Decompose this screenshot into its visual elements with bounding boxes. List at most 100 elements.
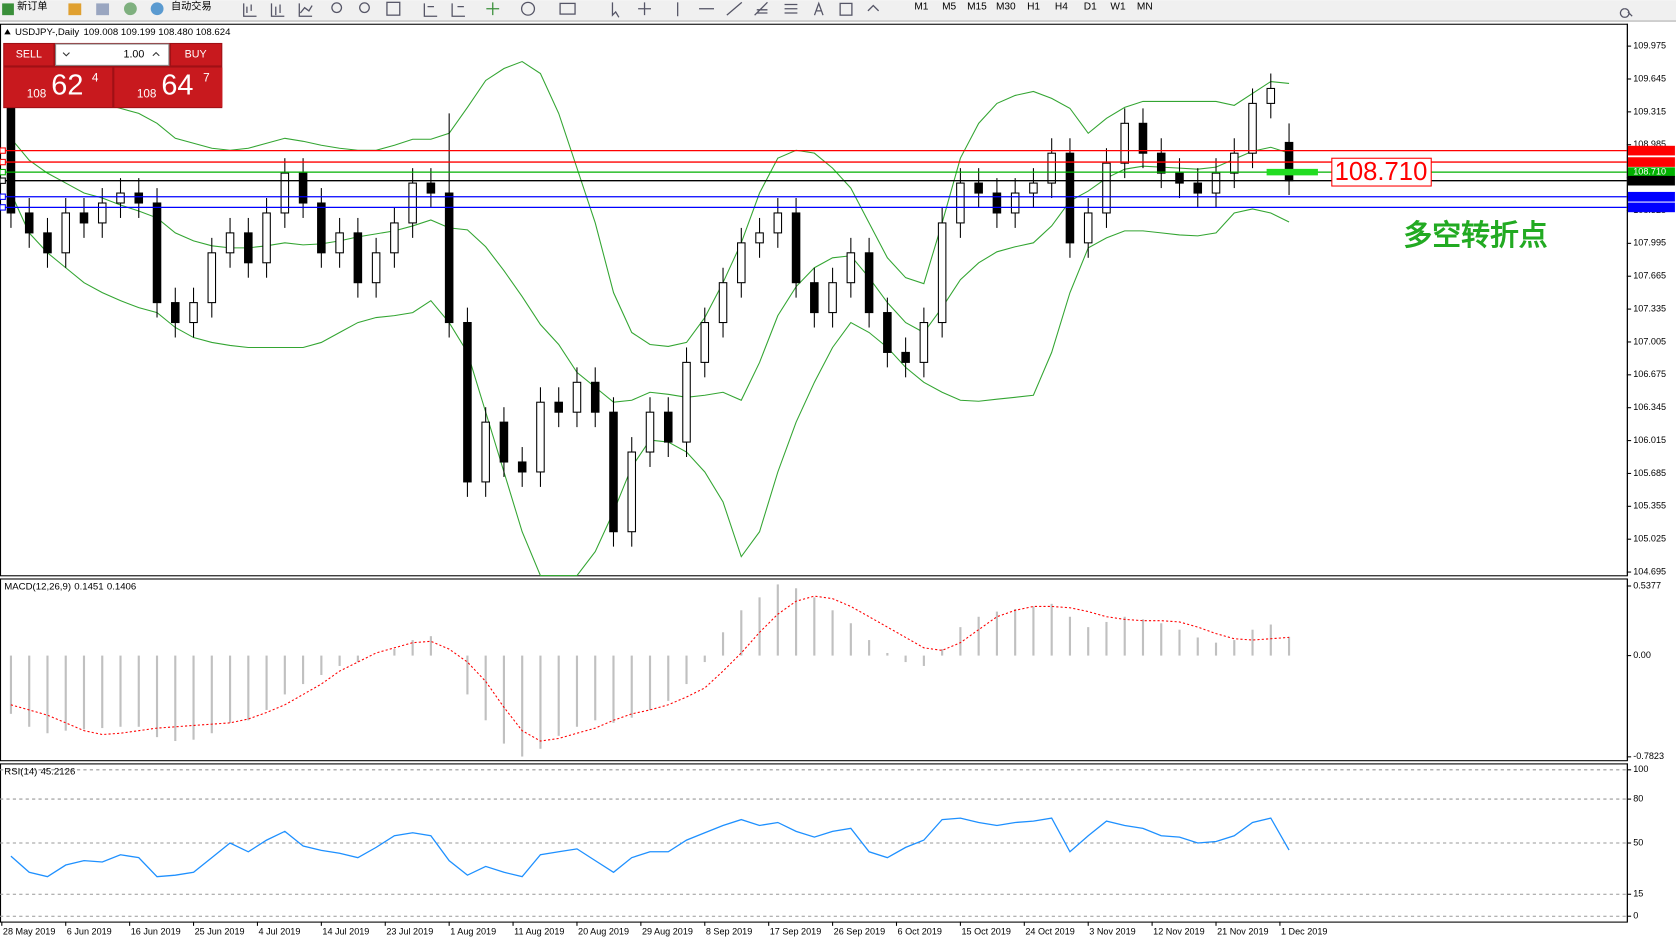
line-handle (0, 204, 6, 211)
candle-body (846, 252, 856, 284)
timeframe-button[interactable]: W1 (1110, 1, 1126, 12)
timeframe-button[interactable]: H4 (1055, 1, 1068, 12)
macd-bar (1251, 629, 1254, 656)
candle-body (317, 202, 326, 254)
timeframe-button[interactable]: M5 (942, 1, 956, 12)
lots-input[interactable] (55, 43, 170, 66)
buy-price-box[interactable] (114, 67, 223, 108)
candle-body (499, 421, 509, 463)
candle-body (1010, 192, 1020, 214)
fibo-icon[interactable] (784, 3, 798, 14)
candle-body (810, 282, 819, 314)
symbol-arrow (4, 29, 11, 35)
sell-pips[interactable]: 62 (51, 69, 83, 101)
x-tick-label: 29 Aug 2019 (642, 927, 693, 937)
trendline-icon[interactable] (726, 1, 743, 16)
timeframe-button[interactable]: M15 (967, 1, 987, 12)
lots-value[interactable]: 1.00 (124, 49, 145, 61)
channel-icon[interactable] (754, 1, 768, 16)
candle-body (718, 282, 728, 324)
crosshair-icon[interactable] (638, 2, 651, 16)
price-label-box (1627, 191, 1675, 202)
candle-body (43, 232, 52, 254)
search-icon[interactable] (1619, 8, 1633, 18)
macd-bar (320, 655, 323, 676)
timeframe-button[interactable]: M1 (914, 1, 928, 12)
candle-body (262, 212, 271, 264)
candle-body (61, 212, 71, 254)
candle-body (682, 361, 691, 443)
text-icon[interactable] (813, 1, 824, 16)
candle-body (700, 322, 710, 363)
toolbar-icon[interactable] (123, 2, 137, 16)
macd-bar (1214, 642, 1218, 656)
x-tick-label: 26 Sep 2019 (834, 927, 886, 937)
cursor-icon[interactable] (611, 2, 620, 18)
autoscroll-icon[interactable] (423, 3, 438, 17)
macd-bar (612, 655, 615, 723)
candle-body (371, 252, 381, 284)
new-order-button[interactable]: 新订单 (17, 0, 47, 12)
new-order-icon[interactable] (2, 3, 14, 16)
candle-body (24, 212, 34, 234)
lots-spinner[interactable] (62, 51, 160, 57)
sell-fraction[interactable]: 4 (92, 71, 99, 84)
sell-button[interactable] (4, 44, 54, 66)
auto-trading-icon[interactable] (150, 2, 164, 16)
macd-bar (82, 655, 86, 730)
y-tick-label: 108.985 (1633, 139, 1666, 149)
candle-body (517, 461, 527, 473)
buy-fraction[interactable]: 7 (203, 71, 210, 84)
sell-price-box[interactable] (4, 67, 113, 108)
sell-big-figure[interactable]: 108 (27, 87, 47, 100)
candle-body (1193, 182, 1203, 194)
candle-body (298, 172, 308, 204)
annotation: 多空转折点 (1403, 219, 1547, 252)
candle-body (590, 381, 600, 413)
macd-bar (1123, 616, 1126, 656)
arrows-icon[interactable] (867, 4, 880, 12)
candle-body (554, 401, 563, 413)
indicator-value: 0.1451 (74, 582, 103, 593)
x-tick-label: 1 Aug 2019 (450, 927, 496, 937)
candle-body (864, 252, 874, 314)
periods-icon[interactable] (520, 1, 536, 16)
zoom-out-icon[interactable] (359, 2, 370, 14)
candles-icon[interactable] (270, 3, 285, 17)
indicator-value: 45.2126 (41, 766, 76, 777)
templates-icon[interactable] (559, 2, 576, 15)
sell-label[interactable]: SELL (16, 49, 42, 61)
line-handle (0, 158, 6, 166)
line-chart-icon[interactable] (298, 3, 313, 17)
timeframe-button[interactable]: H1 (1027, 1, 1040, 12)
label-icon[interactable] (839, 2, 853, 16)
timeframe-button[interactable]: D1 (1084, 1, 1097, 12)
zoom-in-icon[interactable] (331, 2, 343, 14)
x-tick-label: 6 Oct 2019 (898, 927, 942, 937)
buy-button[interactable] (171, 44, 222, 66)
chart-symbol: USDJPY-,Daily (15, 27, 79, 38)
macd-bar (393, 649, 396, 656)
candle-body (152, 202, 162, 304)
timeframe-button[interactable]: M30 (996, 1, 1016, 12)
buy-label[interactable]: BUY (185, 49, 207, 61)
macd-bar (1068, 616, 1072, 656)
toolbar-icon[interactable] (96, 3, 110, 16)
auto-trading-button[interactable]: 自动交易 (171, 0, 212, 12)
x-tick-label: 4 Jul 2019 (259, 927, 301, 937)
shift-icon[interactable] (451, 3, 465, 17)
timeframe-button[interactable]: MN (1137, 1, 1153, 12)
buy-big-figure[interactable]: 108 (137, 87, 157, 100)
bar-chart-icon[interactable] (243, 3, 257, 17)
x-tick-label: 16 Jun 2019 (131, 927, 181, 937)
y-tick-label: 0.00 (1633, 650, 1651, 660)
candle-body (1047, 152, 1056, 184)
macd-bar (1160, 623, 1163, 656)
toolbar-icon[interactable] (68, 3, 82, 16)
candle-body (1029, 182, 1038, 194)
candle-body (992, 192, 1002, 214)
buy-pips[interactable]: 64 (161, 69, 193, 101)
macd-bar (466, 655, 469, 695)
tile-icon[interactable] (386, 1, 401, 16)
indicators-icon[interactable] (486, 2, 500, 16)
